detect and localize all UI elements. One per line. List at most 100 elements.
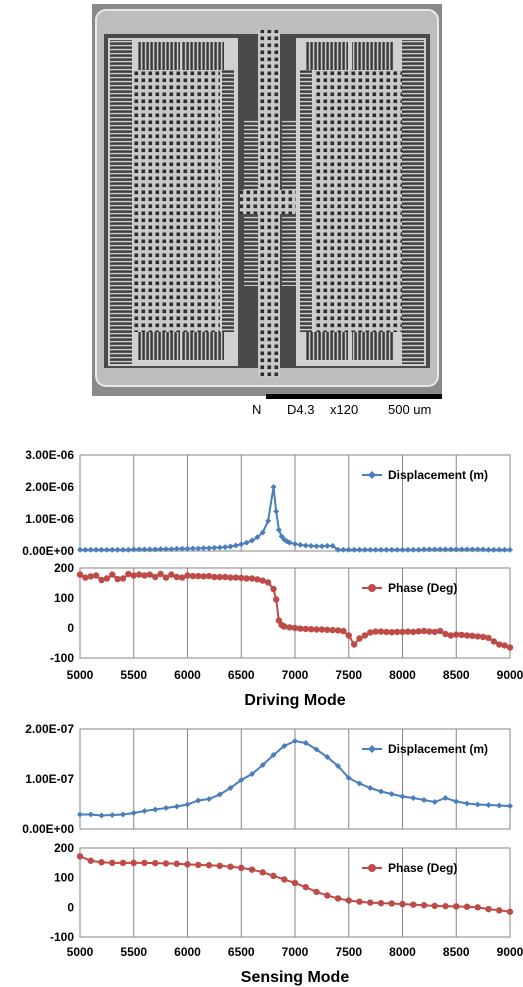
- data-point: [372, 546, 379, 553]
- data-point: [286, 539, 293, 546]
- data-point: [254, 576, 261, 583]
- y-tick-label: 1.00E-07: [25, 772, 74, 786]
- data-point: [270, 752, 277, 758]
- data-point: [265, 517, 272, 524]
- data-point: [82, 546, 89, 553]
- data-point: [367, 629, 374, 636]
- central-spine: [240, 30, 296, 378]
- data-point: [259, 869, 266, 876]
- data-point: [410, 546, 417, 553]
- data-point: [168, 571, 175, 578]
- data-point: [377, 628, 385, 635]
- data-point: [442, 546, 449, 553]
- legend-marker: [368, 864, 376, 872]
- sem-label-detector: N: [252, 402, 261, 417]
- data-point: [404, 628, 412, 635]
- data-point: [184, 545, 191, 552]
- data-point: [372, 628, 379, 635]
- data-point: [243, 539, 250, 546]
- data-point: [453, 631, 460, 638]
- data-point: [173, 860, 180, 867]
- data-point: [463, 903, 471, 910]
- data-point: [302, 625, 309, 633]
- data-point: [152, 546, 159, 553]
- y-tick-label: 3.00E-06: [25, 448, 74, 462]
- data-point: [431, 902, 438, 910]
- data-point: [152, 859, 159, 867]
- data-point: [146, 571, 154, 578]
- data-point: [216, 862, 223, 869]
- data-point: [270, 872, 277, 880]
- data-point: [189, 572, 197, 580]
- data-point: [388, 900, 395, 907]
- data-point: [442, 630, 449, 638]
- y-tick-label: 200: [54, 841, 74, 855]
- data-point: [506, 908, 514, 915]
- data-point: [195, 861, 202, 869]
- data-point: [273, 508, 280, 515]
- data-point: [307, 626, 315, 633]
- data-point: [264, 579, 272, 586]
- x-tick-label: 8500: [443, 668, 470, 682]
- data-point: [464, 800, 470, 807]
- data-point: [399, 546, 406, 553]
- data-point: [200, 545, 207, 552]
- data-point: [345, 546, 352, 553]
- data-point: [324, 892, 331, 899]
- data-point: [109, 546, 116, 553]
- data-point: [469, 632, 476, 639]
- data-point: [367, 785, 374, 791]
- data-point: [415, 546, 422, 553]
- data-point: [361, 546, 368, 553]
- data-point: [292, 540, 298, 547]
- y-tick-label: 2.00E-07: [25, 722, 74, 736]
- data-point: [216, 791, 223, 798]
- data-point: [308, 542, 315, 549]
- data-point: [329, 626, 336, 634]
- data-point: [474, 546, 481, 553]
- data-point: [173, 545, 180, 552]
- data-point: [496, 641, 503, 648]
- data-point: [383, 546, 390, 553]
- data-point: [302, 542, 309, 549]
- data-point: [436, 627, 444, 635]
- data-point: [270, 585, 277, 593]
- data-point: [163, 805, 169, 811]
- data-point: [119, 575, 127, 582]
- data-point: [227, 543, 234, 550]
- data-point: [463, 632, 471, 639]
- legend-marker: [368, 471, 376, 479]
- data-point: [377, 899, 385, 907]
- data-point: [350, 641, 358, 648]
- data-point: [281, 876, 288, 883]
- data-point: [221, 573, 229, 581]
- panel-phase: -100 0 100 200 Phase (Deg): [50, 561, 514, 665]
- driving-mode-chart: 0.00E+00 1.00E-06 2.00E-06 3.00E-06 Displace…: [22, 448, 523, 709]
- data-point: [501, 546, 508, 553]
- data-point: [109, 571, 116, 578]
- data-point: [152, 806, 159, 813]
- x-tick-label: 5000: [67, 945, 94, 959]
- y-tick-label: 100: [54, 591, 74, 605]
- data-point: [485, 634, 492, 642]
- data-point: [184, 572, 191, 579]
- x-tick-label: 8000: [389, 945, 416, 959]
- data-point: [157, 546, 164, 553]
- data-point: [399, 793, 406, 800]
- data-point: [168, 546, 175, 553]
- data-point: [249, 771, 255, 777]
- data-point: [98, 546, 105, 553]
- x-tick-label: 7500: [335, 945, 362, 959]
- data-point: [136, 546, 143, 553]
- y-tick-label: 0: [67, 900, 74, 914]
- data-point: [109, 859, 116, 867]
- data-point: [415, 628, 422, 635]
- data-point: [313, 888, 320, 896]
- data-point: [324, 626, 331, 633]
- data-point: [195, 797, 202, 804]
- data-point: [184, 801, 191, 808]
- x-tick-label: 8500: [443, 945, 470, 959]
- sem-label-working-distance: D4.3: [287, 402, 314, 417]
- data-point: [238, 541, 245, 548]
- data-point: [162, 574, 170, 581]
